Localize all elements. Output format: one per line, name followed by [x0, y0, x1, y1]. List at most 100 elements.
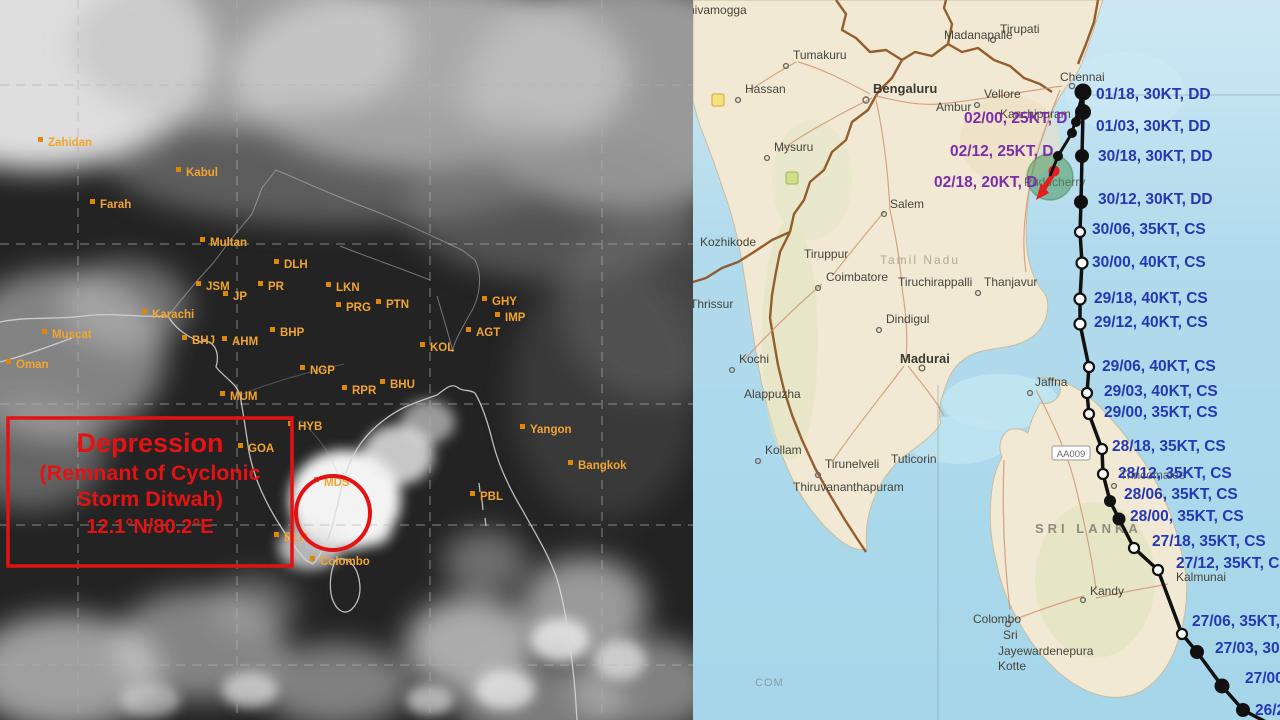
station-label: RPR [352, 385, 377, 397]
track-label: 29/12, 40KT, CS [1094, 314, 1208, 331]
station-label: KOL [430, 342, 454, 354]
region-labels: Tamil Nadu SRI LANKA [880, 253, 1142, 536]
region-label-tamil-nadu: Tamil Nadu [880, 253, 960, 267]
roads [743, 61, 1169, 623]
station-label: GHY [492, 296, 517, 308]
station-label: PRG [346, 302, 371, 314]
station-label: Muscat [52, 329, 92, 341]
station-label: BHU [390, 379, 415, 391]
latlon-grid [0, 0, 693, 720]
annotation-box [6, 416, 294, 568]
track-label: 27/03, 30KT, DD [1215, 640, 1280, 657]
track-label: 30/18, 30KT, DD [1098, 148, 1213, 165]
city-label: Kotte [998, 659, 1026, 673]
city-label: Alappuzha [744, 387, 801, 401]
station-label: PBL [480, 491, 503, 503]
track-label: 30/06, 35KT, CS [1092, 221, 1206, 238]
station-label: MUM [230, 391, 257, 403]
city-label: Jaffna [1035, 375, 1068, 389]
track-label: 28/00, 35KT, CS [1130, 508, 1244, 525]
observed-track-labels: 01/18, 30KT, DD 01/03, 30KT, DD 30/18, 3… [1092, 86, 1280, 719]
station-label: PR [268, 281, 285, 293]
road-badges [711, 93, 799, 185]
station-label: Kabul [186, 167, 218, 179]
city-label: Vellore [984, 87, 1021, 101]
city-label: Tiruppur [804, 247, 848, 261]
track-label: 28/12, 35KT, CS [1118, 465, 1232, 482]
city-label: Hassan [745, 82, 786, 96]
track-label-forecast: 02/00, 25KT, D [964, 110, 1067, 127]
annotation-coordinates: 12.1°N/80.2°E [86, 516, 213, 538]
city-label: Kollam [765, 443, 802, 457]
current-position [1026, 153, 1074, 201]
satellite-image-panel: Zahidan Kabul Farah Multan Muscat Oman K… [0, 0, 693, 720]
track-label: 01/18, 30KT, DD [1096, 86, 1211, 103]
station-label: JSM [206, 281, 230, 293]
track-label: 28/18, 35KT, CS [1112, 438, 1226, 455]
city-label: Kochi [739, 352, 769, 366]
station-label: JP [233, 291, 247, 303]
city-label: Shivamogga [693, 3, 747, 17]
station-label: Zahidan [48, 137, 92, 149]
station-label: MDS [324, 477, 350, 489]
station-label: Bangkok [578, 460, 627, 472]
track-points-filled [1053, 83, 1250, 717]
city-label: Thiruvananthapuram [793, 480, 904, 494]
station-label: NGP [310, 365, 335, 377]
station-label: Yangon [530, 424, 572, 436]
city-label: Kanchipuram [1000, 107, 1071, 121]
station-label: BHJ [192, 335, 215, 347]
city-label: Bengaluru [873, 81, 937, 96]
track-label-forecast: 02/12, 25KT, D [950, 143, 1053, 160]
city-label: Coimbatore [826, 270, 888, 284]
track-label: 27/18, 35KT, CS [1152, 533, 1266, 550]
city-dots [728, 36, 1118, 628]
city-label: Kandy [1090, 584, 1124, 598]
track-points-open [1073, 225, 1189, 641]
track-label-forecast: 02/18, 20KT, D [934, 174, 1037, 191]
track-label: 27/12, 35KT, CS [1176, 555, 1280, 572]
city-label: Trincomalee [1120, 468, 1186, 482]
city-label: Tumakuru [793, 48, 847, 62]
annotation-line-2: (Remnant of Cyclonic [40, 461, 261, 485]
station-label: Multan [210, 237, 247, 249]
city-label: Chennai [1060, 70, 1105, 84]
route-badge-label: AA009 [1057, 449, 1086, 460]
map-label-com: COM [755, 677, 784, 689]
city-label: Kozhikode [700, 235, 756, 249]
station-label: Colombo [320, 556, 370, 568]
city-label: Madanapalle [944, 28, 1013, 42]
track-label: 01/03, 30KT, DD [1096, 118, 1211, 135]
road-badge-icon [711, 93, 725, 107]
station-label: DLH [284, 259, 308, 271]
city-label: Tuticorin [891, 452, 937, 466]
station-label: Oman [16, 359, 49, 371]
station-label: GOA [248, 443, 274, 455]
city-label: Tirupati [1000, 22, 1040, 36]
city-label: Tiruchirappalli [898, 275, 972, 289]
forecast-track-labels: 02/00, 25KT, D 02/12, 25KT, D 02/18, 20K… [934, 110, 1067, 191]
cloud-layer [0, 0, 693, 720]
track-label: 28/06, 35KT, CS [1124, 486, 1238, 503]
city-label: Madurai [900, 351, 950, 366]
track-label: 29/00, 35KT, CS [1104, 404, 1218, 421]
track-map-graphic: Shivamogga Tumakuru Hassan Bengaluru Mad… [693, 0, 1280, 720]
depression-circle-marker [294, 474, 372, 552]
station-label: AHM [232, 336, 258, 348]
satellite-graphic: Zahidan Kabul Farah Multan Muscat Oman K… [0, 0, 693, 720]
annotation-title: Depression [76, 428, 223, 458]
observed-track-line [1078, 92, 1266, 720]
track-label: 30/12, 30KT, DD [1098, 191, 1213, 208]
road-badge-icon [785, 171, 799, 185]
storm-direction-arrow-icon [1036, 165, 1060, 200]
region-label-sri-lanka: SRI LANKA [1035, 521, 1142, 536]
track-label: 30/00, 40KT, CS [1092, 254, 1206, 271]
station-label: AGT [476, 327, 500, 339]
station-label: Karachi [152, 309, 194, 321]
station-label: Farah [100, 199, 131, 211]
station-label: IMP [505, 312, 526, 324]
city-label: Thrissur [693, 297, 733, 311]
track-label: 26/21, 30KT, DD [1255, 702, 1280, 719]
track-label: 29/06, 40KT, CS [1102, 358, 1216, 375]
